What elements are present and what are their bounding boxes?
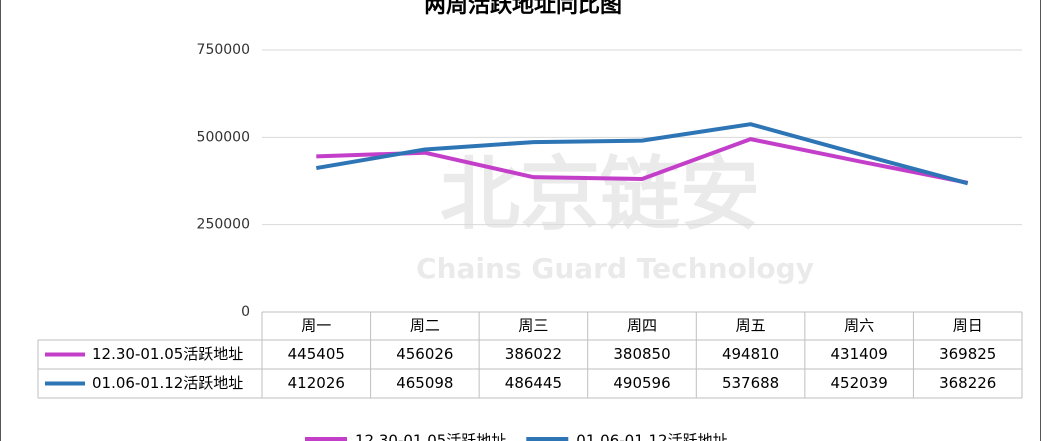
x-tick-label: 周二 bbox=[410, 317, 440, 335]
series-line bbox=[316, 137, 969, 185]
table-value: 494810 bbox=[722, 345, 779, 363]
series-line bbox=[315, 122, 969, 186]
table-value: 445405 bbox=[288, 345, 345, 363]
table-value: 465098 bbox=[396, 374, 453, 392]
y-tick-label: 250000 bbox=[197, 217, 250, 233]
y-tick-label: 500000 bbox=[197, 129, 250, 145]
table-value: 486445 bbox=[505, 374, 562, 392]
watermark-text: 北京链安 bbox=[440, 148, 760, 241]
chart-title: 两周活跃地址同比图 bbox=[424, 0, 622, 18]
table-value: 380850 bbox=[613, 345, 670, 363]
table-value: 369825 bbox=[939, 345, 996, 363]
table-value: 368226 bbox=[939, 374, 996, 392]
x-tick-label: 周四 bbox=[627, 317, 657, 335]
x-tick-label: 周一 bbox=[301, 317, 331, 335]
table-value: 490596 bbox=[613, 374, 670, 392]
table-value: 386022 bbox=[505, 345, 562, 363]
watermark-subtext: Chains Guard Technology bbox=[416, 252, 814, 285]
legend-label: 12.30-01.05活跃地址 bbox=[355, 432, 506, 441]
y-tick-label: 750000 bbox=[197, 42, 250, 58]
x-tick-label: 周日 bbox=[953, 317, 983, 335]
table-series-name: 01.06-01.12活跃地址 bbox=[92, 374, 243, 392]
watermark: 北京链安 Chains Guard Technology bbox=[416, 148, 814, 285]
y-tick-label: 0 bbox=[241, 304, 250, 320]
table-value: 431409 bbox=[831, 345, 888, 363]
legend-label: 01.06-01.12活跃地址 bbox=[576, 432, 727, 441]
table-value: 452039 bbox=[831, 374, 888, 392]
x-tick-label: 周五 bbox=[736, 317, 766, 335]
table-value: 412026 bbox=[288, 374, 345, 392]
table-value: 456026 bbox=[396, 345, 453, 363]
x-tick-label: 周六 bbox=[844, 317, 874, 335]
table-series-name: 12.30-01.05活跃地址 bbox=[92, 345, 243, 363]
table-value: 537688 bbox=[722, 374, 779, 392]
x-tick-label: 周三 bbox=[518, 317, 548, 335]
